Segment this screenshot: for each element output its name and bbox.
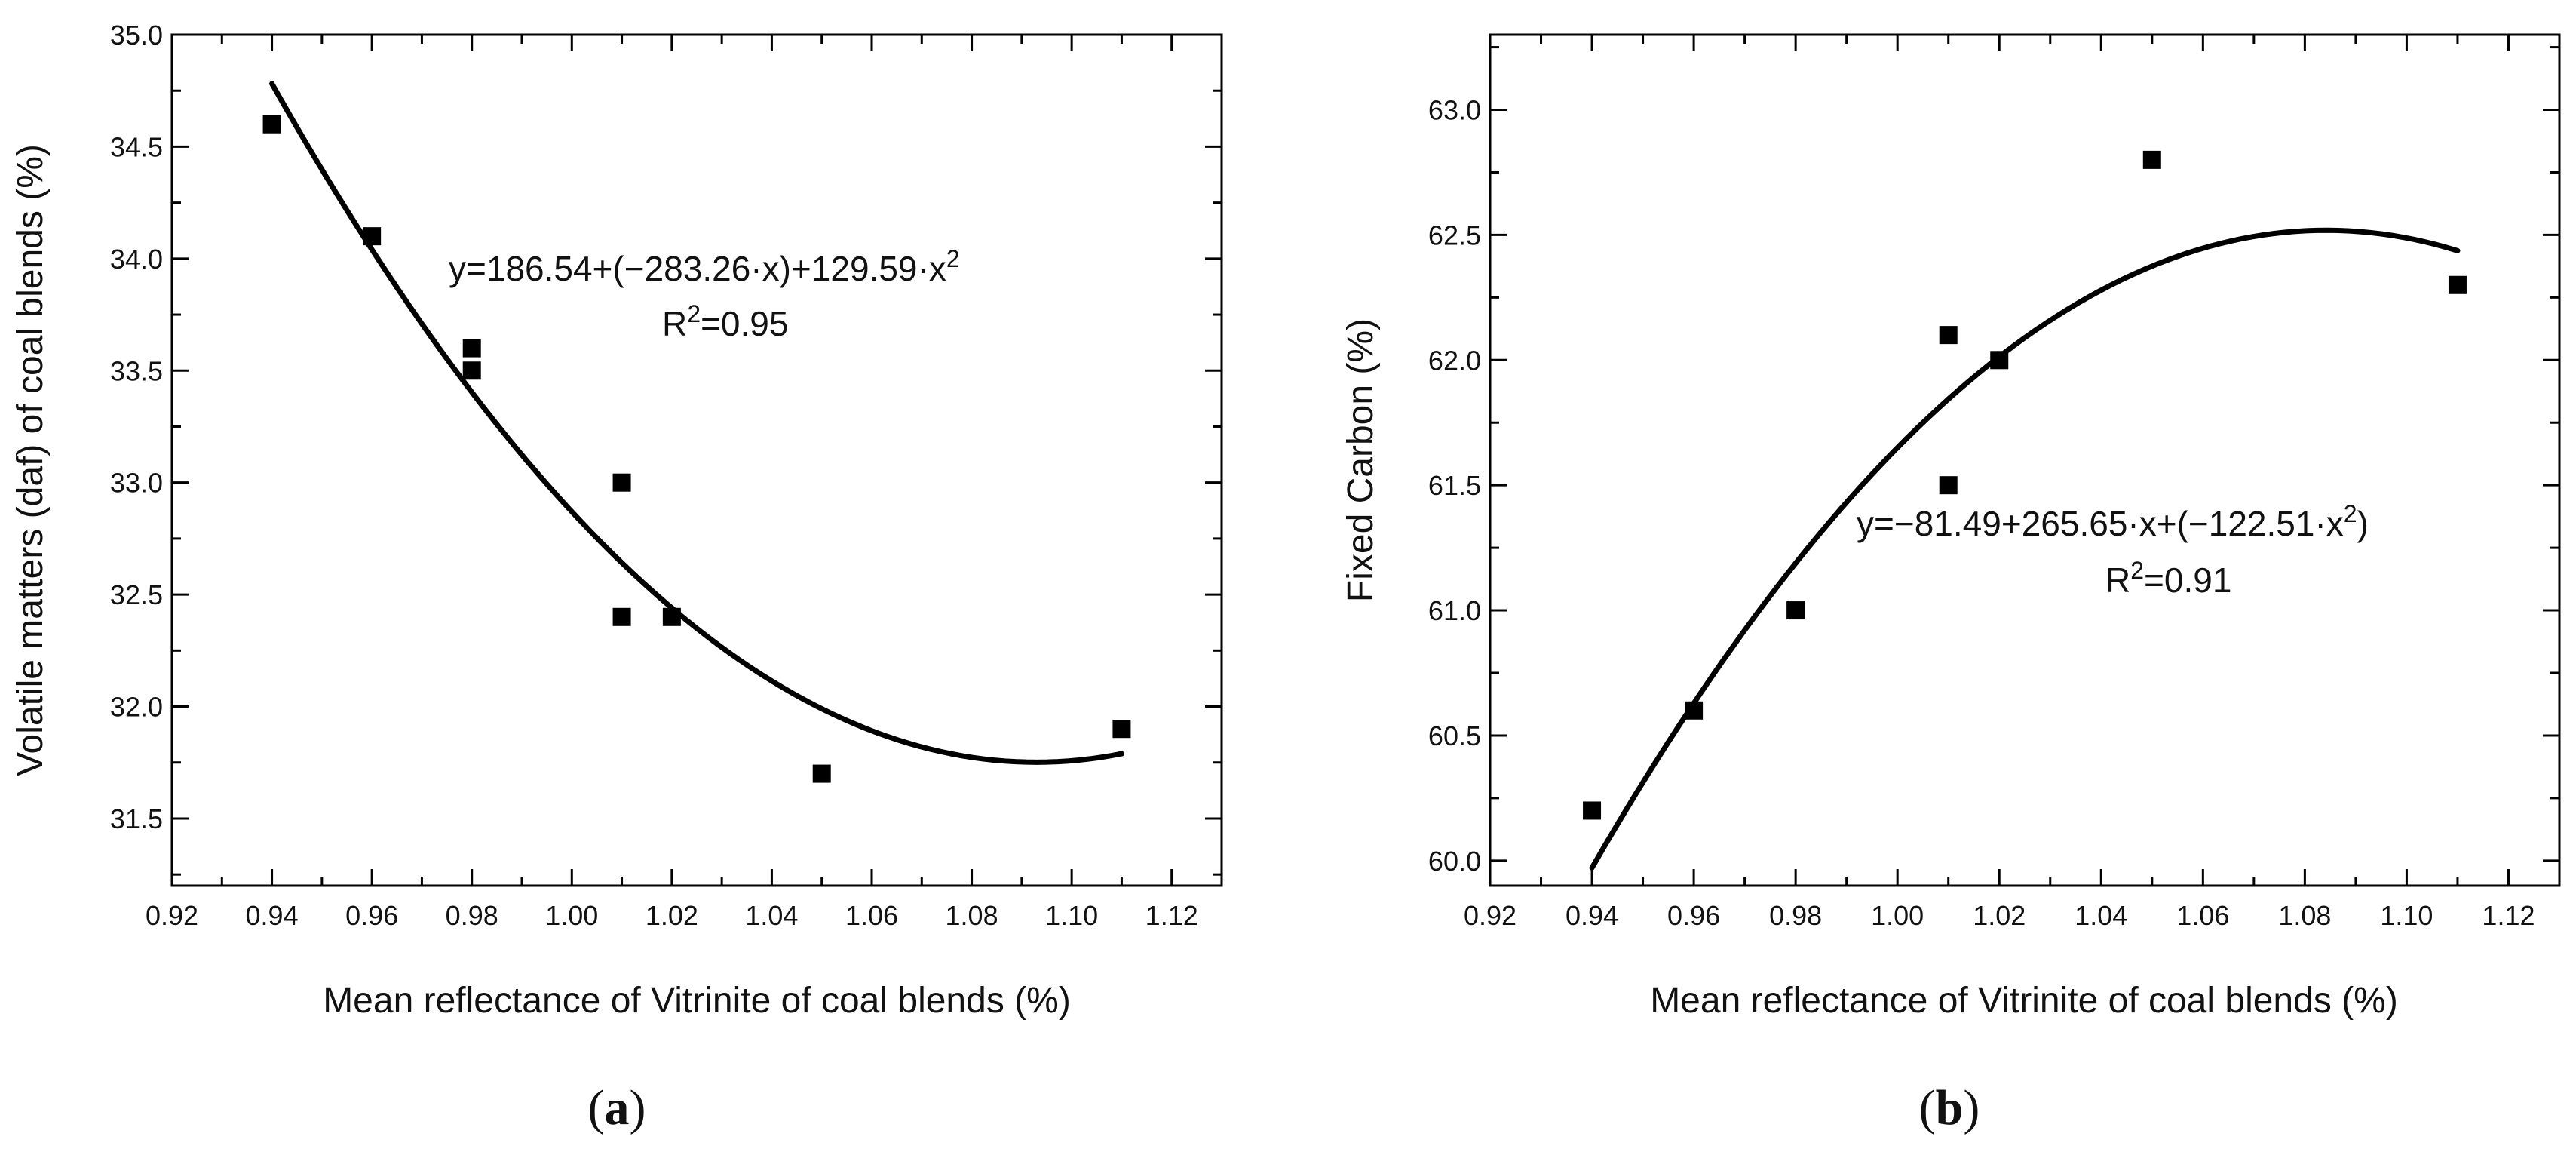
y-ticks-a: 31.5 32.0 32.5 33.0 33.5 34.0 34.5 35.0 <box>110 20 1222 876</box>
data-point <box>1786 601 1805 620</box>
data-point <box>612 473 631 492</box>
y-tick-label: 61.0 <box>1428 595 1481 626</box>
x-tick-label: 0.94 <box>246 900 299 931</box>
x-tick-label: 0.96 <box>1667 900 1720 931</box>
y-tick-label: 62.0 <box>1428 345 1481 376</box>
panel-label-a: (a) <box>588 1080 646 1135</box>
chart-panel-a: 0.92 0.94 0.96 0.98 1.00 1.02 1.04 1.06 1.08 1.10… <box>11 20 1223 1135</box>
x-ticks-b: 0.92 0.94 0.96 0.98 1.00 1.02 1.04 1.06 1.08 1.10… <box>1464 35 2535 931</box>
y-tick-label: 35.0 <box>110 20 163 51</box>
fit-curve-a <box>269 81 1124 765</box>
x-axis-label-a: Mean reflectance of Vitrinite of coal bl… <box>323 981 1071 1021</box>
y-tick-label: 61.5 <box>1428 470 1481 501</box>
x-tick-label: 1.00 <box>545 900 598 931</box>
x-tick-label: 1.12 <box>2482 900 2535 931</box>
data-point <box>612 607 631 626</box>
panel-label-b: (b) <box>1919 1080 1980 1135</box>
y-tick-label: 34.0 <box>110 244 163 275</box>
x-tick-label: 0.94 <box>1566 900 1618 931</box>
x-tick-label: 1.12 <box>1145 900 1198 931</box>
y-tick-label: 33.5 <box>110 355 163 386</box>
plot-frame-b <box>1489 33 2561 887</box>
x-tick-label: 1.04 <box>745 900 798 931</box>
data-point <box>363 227 382 246</box>
x-tick-label: 0.92 <box>1464 900 1516 931</box>
fit-curve-b <box>1589 227 2461 871</box>
data-points-a <box>262 115 1131 783</box>
x-tick-label: 1.02 <box>1973 900 2026 931</box>
plot-frame-a <box>170 33 1223 887</box>
data-points-b <box>1583 150 2467 820</box>
y-tick-label: 34.5 <box>110 131 163 162</box>
y-axis-label-b: Fixed Carbon (%) <box>1341 318 1381 602</box>
y-axis-label-a: Volatile matters (daf) of coal blends (%… <box>11 144 51 776</box>
y-tick-label: 32.5 <box>110 579 163 610</box>
data-point <box>1939 326 1958 345</box>
y-tick-label: 63.0 <box>1428 95 1481 126</box>
y-tick-label: 31.5 <box>110 803 163 834</box>
y-tick-label: 60.0 <box>1428 846 1481 877</box>
data-point <box>462 361 481 380</box>
x-tick-label: 1.08 <box>2278 900 2331 931</box>
data-point <box>462 339 481 358</box>
x-tick-label: 0.96 <box>345 900 398 931</box>
x-tick-label: 1.06 <box>2176 900 2229 931</box>
x-tick-label: 1.00 <box>1871 900 1924 931</box>
data-point <box>2448 275 2467 294</box>
data-point <box>1583 801 1602 820</box>
r-squared-b: R2=0.91 <box>2105 557 2231 600</box>
data-point <box>1939 476 1958 495</box>
x-tick-label: 1.04 <box>2075 900 2127 931</box>
data-point <box>262 115 281 134</box>
y-tick-label: 33.0 <box>110 468 163 499</box>
data-point <box>2142 150 2161 169</box>
data-point <box>662 607 681 626</box>
x-axis-label-b: Mean reflectance of Vitrinite of coal bl… <box>1650 981 2398 1021</box>
x-tick-label: 0.92 <box>146 900 198 931</box>
x-tick-label: 1.10 <box>2380 900 2433 931</box>
data-point <box>1990 351 2009 370</box>
x-tick-label: 1.08 <box>946 900 998 931</box>
chart-panel-b: 0.92 0.94 0.96 0.98 1.00 1.02 1.04 1.06 1.08 1.10… <box>1341 33 2561 1135</box>
r-squared-a: R2=0.95 <box>662 300 788 343</box>
x-tick-label: 0.98 <box>446 900 498 931</box>
data-point <box>812 764 831 783</box>
fit-equation-a: y=186.54+(−283.26·x)+129.59·x2 <box>449 245 960 288</box>
y-tick-label: 60.5 <box>1428 720 1481 751</box>
y-ticks-b: 60.0 60.5 61.0 61.5 62.0 62.5 63.0 <box>1428 46 2559 877</box>
y-tick-label: 32.0 <box>110 692 163 723</box>
x-tick-label: 1.10 <box>1045 900 1098 931</box>
data-point <box>1685 701 1704 720</box>
data-point <box>1112 720 1131 739</box>
x-tick-label: 1.02 <box>646 900 698 931</box>
x-ticks-a: 0.92 0.94 0.96 0.98 1.00 1.02 1.04 1.06 1.08 1.10… <box>146 35 1198 931</box>
x-tick-label: 1.06 <box>845 900 898 931</box>
x-tick-label: 0.98 <box>1769 900 1822 931</box>
y-tick-label: 62.5 <box>1428 220 1481 250</box>
fit-equation-b: y=−81.49+265.65·x+(−122.51·x2) <box>1857 500 2369 543</box>
